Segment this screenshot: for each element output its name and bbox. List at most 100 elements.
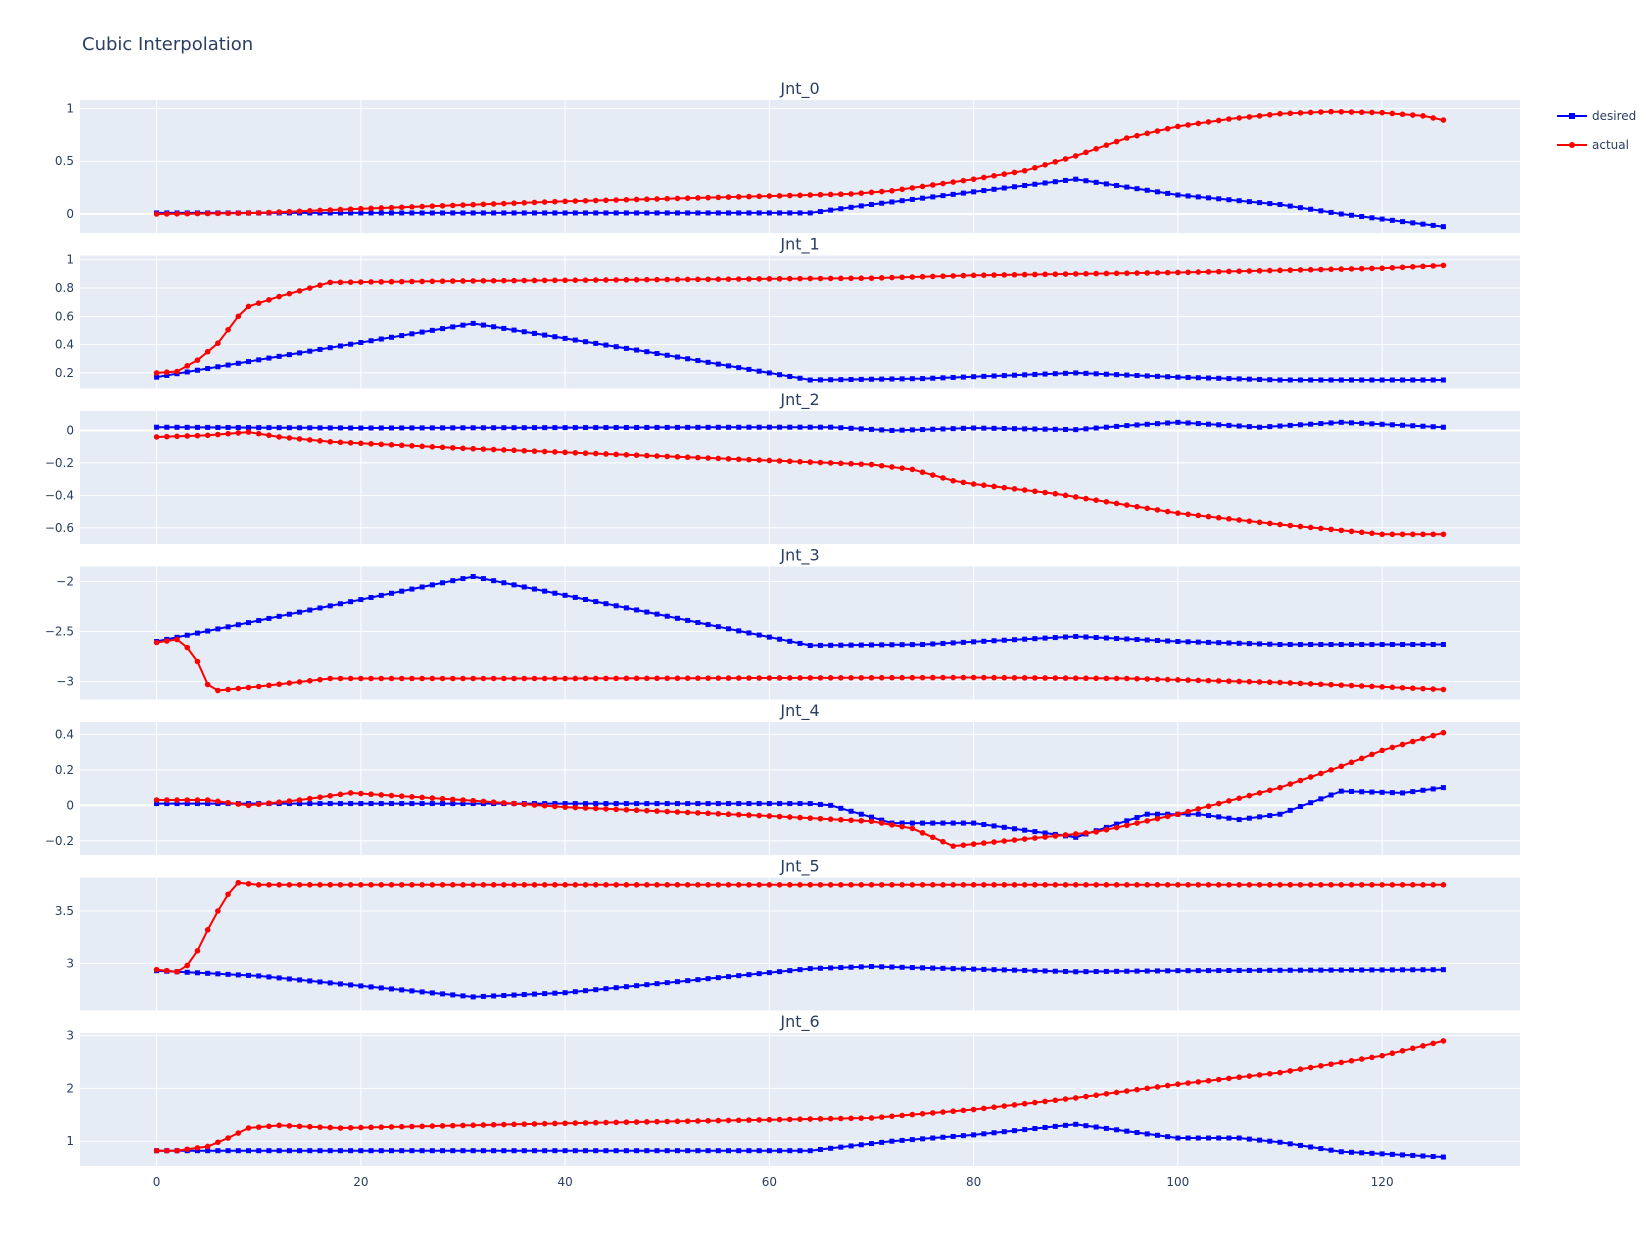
data-point-actual — [266, 1123, 272, 1130]
data-point-actual — [552, 1120, 558, 1127]
data-point-actual — [204, 927, 211, 933]
data-point-actual — [776, 882, 783, 888]
data-point-actual — [960, 479, 967, 486]
data-point-desired — [1042, 180, 1048, 186]
data-point-desired — [971, 425, 977, 431]
data-point-actual — [439, 1123, 446, 1129]
y-tick-label: 1 — [66, 101, 74, 115]
data-point-desired — [429, 801, 435, 807]
data-point-desired — [1308, 1144, 1314, 1150]
data-point-actual — [1297, 110, 1304, 116]
data-point-actual — [1409, 685, 1416, 691]
data-point-desired — [1042, 371, 1048, 377]
data-point-actual — [204, 210, 211, 217]
data-point-desired — [674, 210, 680, 216]
data-point-actual — [1287, 781, 1294, 787]
data-point-desired — [950, 966, 956, 972]
data-point-desired — [246, 1148, 252, 1154]
data-point-desired — [470, 210, 476, 216]
data-point-actual — [838, 1115, 844, 1122]
data-point-desired — [1226, 422, 1232, 428]
data-point-desired — [235, 972, 241, 978]
data-point-desired — [388, 986, 394, 992]
data-point-desired — [1440, 377, 1446, 383]
data-point-desired — [440, 326, 446, 332]
data-point-actual — [613, 197, 619, 203]
data-point-actual — [746, 675, 752, 681]
data-point-desired — [899, 1137, 905, 1143]
data-point-desired — [378, 425, 384, 431]
data-point-actual — [1266, 882, 1273, 888]
data-point-desired — [726, 210, 732, 216]
data-point-actual — [899, 186, 905, 193]
data-point-actual — [245, 1125, 252, 1131]
data-point-desired — [1297, 377, 1303, 383]
data-point-actual — [633, 196, 640, 203]
data-point-desired — [838, 206, 844, 212]
data-point-actual — [398, 442, 405, 449]
data-point-desired — [1216, 640, 1222, 646]
data-point-actual — [807, 675, 814, 681]
data-point-actual — [1032, 675, 1038, 681]
data-point-actual — [1297, 1066, 1304, 1073]
data-point-desired — [1440, 1154, 1446, 1160]
data-point-desired — [1226, 968, 1232, 974]
data-point-desired — [930, 1135, 936, 1141]
data-point-desired — [1430, 222, 1436, 228]
data-point-actual — [735, 811, 742, 818]
data-point-actual — [1399, 882, 1406, 888]
data-point-actual — [1103, 270, 1110, 277]
data-point-desired — [1369, 642, 1375, 647]
data-point-desired — [756, 632, 762, 638]
data-point-actual — [1358, 683, 1365, 689]
data-point-desired — [572, 425, 578, 431]
data-point-actual — [1318, 1063, 1324, 1069]
data-point-actual — [572, 882, 579, 888]
data-point-actual — [276, 293, 282, 300]
data-point-actual — [194, 432, 201, 439]
legend-item-actual[interactable]: actual — [1557, 138, 1629, 152]
data-point-desired — [1154, 189, 1160, 195]
data-point-actual — [164, 369, 170, 376]
data-point-actual — [797, 458, 803, 465]
data-point-desired — [419, 329, 425, 335]
data-point-actual — [1440, 531, 1447, 538]
data-point-actual — [296, 1123, 303, 1130]
data-point-actual — [1185, 808, 1191, 815]
data-point-desired — [1277, 202, 1283, 207]
subplot-title: Jnt_1 — [779, 235, 819, 255]
data-point-desired — [726, 1148, 732, 1154]
data-point-actual — [889, 187, 895, 194]
data-point-actual — [766, 193, 773, 199]
data-point-desired — [930, 965, 936, 971]
data-point-actual — [919, 469, 926, 476]
data-point-actual — [368, 1124, 374, 1131]
data-point-desired — [889, 427, 895, 433]
legend[interactable]: desired actual — [1557, 109, 1636, 152]
data-point-desired — [1134, 186, 1140, 192]
data-point-desired — [266, 355, 272, 361]
data-point-desired — [766, 970, 772, 976]
data-point-actual — [1307, 524, 1314, 531]
data-point-actual — [1236, 1074, 1242, 1081]
data-point-desired — [419, 210, 425, 216]
data-point-actual — [1358, 109, 1365, 116]
data-point-desired — [470, 1148, 476, 1154]
data-point-actual — [1369, 530, 1375, 537]
data-point-desired — [1134, 422, 1140, 428]
data-point-actual — [807, 815, 814, 821]
data-point-actual — [1042, 489, 1048, 496]
legend-item-desired[interactable]: desired — [1557, 109, 1636, 123]
data-point-desired — [1277, 967, 1283, 973]
data-point-actual — [419, 794, 425, 801]
data-point-desired — [399, 210, 405, 216]
data-point-desired — [215, 626, 221, 632]
data-point-actual — [592, 277, 599, 283]
data-point-actual — [613, 675, 619, 682]
data-point-actual — [1134, 270, 1140, 276]
data-point-desired — [399, 1148, 405, 1154]
data-point-desired — [960, 374, 966, 380]
